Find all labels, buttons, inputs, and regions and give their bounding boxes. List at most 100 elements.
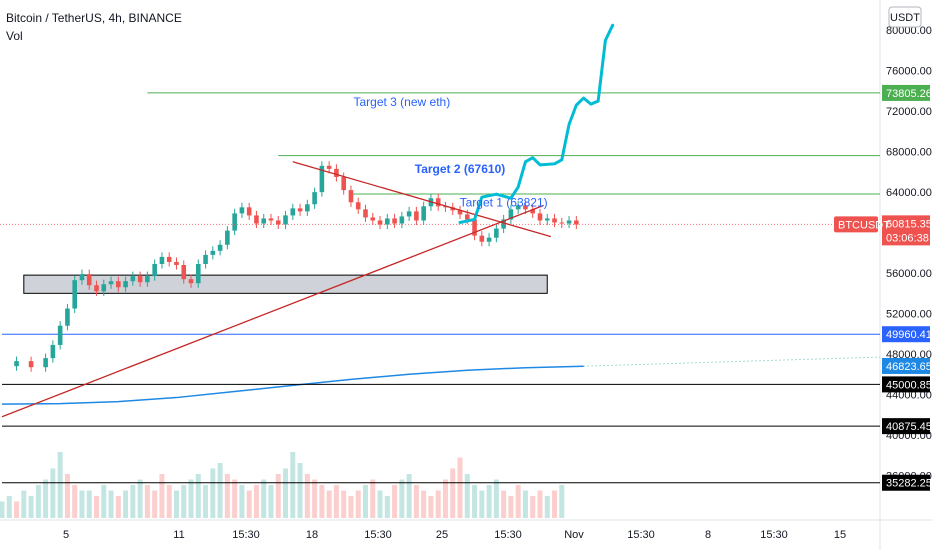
- candle-body: [574, 220, 579, 225]
- price-tick-label: 72000.00: [886, 106, 932, 118]
- volume-bar: [217, 463, 223, 518]
- volume-bar: [486, 485, 492, 518]
- volume-bar: [239, 485, 245, 518]
- price-tick-label: 52000.00: [886, 309, 932, 321]
- candle-body: [195, 263, 201, 284]
- volume-bar: [392, 485, 398, 518]
- candle: [43, 353, 48, 372]
- candle-body: [145, 276, 150, 283]
- time-tick-label: 15:30: [364, 529, 392, 541]
- volume-bar: [501, 490, 507, 518]
- time-tick-label: 15:30: [232, 529, 260, 541]
- volume-bar: [290, 452, 296, 518]
- candle-body: [188, 279, 194, 284]
- candle-body: [363, 209, 368, 218]
- candle: [392, 213, 397, 229]
- currency-button-label[interactable]: USDT: [890, 12, 920, 24]
- plot-background: [0, 0, 880, 520]
- candle: [494, 224, 499, 243]
- candle-body: [552, 218, 557, 223]
- volume-bar: [28, 496, 34, 518]
- candle: [72, 275, 77, 314]
- candle-body: [305, 204, 310, 212]
- volume-bar: [508, 496, 514, 518]
- currency-button[interactable]: USDT: [888, 6, 922, 28]
- currency-button-frame[interactable]: [888, 6, 922, 28]
- candle: [399, 211, 405, 229]
- time-axis[interactable]: 5 11 15:30 18 15:30 25 15:30 Nov 15:30 8 15:30 15: [63, 529, 846, 541]
- volume-bar: [72, 485, 78, 518]
- candle: [181, 260, 187, 284]
- candle-body: [443, 206, 448, 208]
- candle-body: [472, 219, 477, 236]
- candle-body: [108, 281, 114, 285]
- projection-path[interactable]: [458, 23, 615, 224]
- candle: [544, 213, 550, 226]
- volume-bar: [406, 474, 412, 518]
- volume-bar: [326, 490, 332, 518]
- volume-bar: [370, 479, 376, 518]
- volume-bar: [559, 485, 565, 518]
- volume-bar: [268, 485, 274, 518]
- volume-bar: [544, 496, 550, 518]
- candle: [159, 252, 165, 269]
- candle: [501, 214, 506, 234]
- candle-body: [537, 213, 543, 221]
- price-tick-label: 68000.00: [886, 147, 932, 159]
- moving-average-line[interactable]: [1, 365, 584, 405]
- candle-body: [530, 209, 536, 214]
- trendline[interactable]: [1, 204, 544, 418]
- volume-bar: [43, 479, 49, 518]
- candle: [574, 215, 579, 230]
- volume-bar: [108, 490, 114, 518]
- candle-body: [399, 216, 405, 224]
- volume-bar: [152, 490, 158, 518]
- volume-bar: [79, 490, 85, 518]
- symbol-tag[interactable]: BTCUSDT: [838, 219, 890, 231]
- volume-bar: [232, 479, 238, 518]
- volume-bar: [130, 485, 136, 518]
- target-annotation[interactable]: Target 1 (63821): [460, 195, 548, 209]
- volume-bar: [224, 474, 230, 518]
- level-price-badge: 73805.26: [886, 88, 932, 100]
- candle-body: [261, 218, 267, 224]
- volume-bar: [0, 501, 5, 518]
- volume-bar: [537, 490, 543, 518]
- candle-body: [523, 205, 528, 210]
- volume-bar: [137, 479, 143, 518]
- candle-body: [355, 202, 361, 210]
- target-annotation[interactable]: Target 3 (new eth): [353, 95, 450, 109]
- candle-body: [166, 256, 172, 262]
- level-price-badge-frame: [882, 84, 930, 101]
- volume-bar: [355, 490, 361, 518]
- candle: [94, 280, 99, 296]
- candle: [137, 271, 143, 287]
- candle: [559, 217, 565, 229]
- volume-bar: [35, 485, 41, 518]
- candle-body: [457, 210, 463, 215]
- volume-bar: [530, 496, 536, 518]
- last-price-badge: 60815.35: [886, 218, 932, 230]
- candle-body: [239, 207, 245, 214]
- volume-bar: [442, 479, 448, 518]
- price-axis[interactable]: 80000.00 76000.00 72000.00 68000.00 64000.00…: [834, 25, 932, 491]
- candle: [377, 215, 383, 230]
- candle-body: [559, 222, 565, 224]
- candle-body: [50, 344, 56, 359]
- candle: [319, 161, 325, 197]
- candle: [86, 269, 92, 290]
- volume-bar: [283, 468, 289, 518]
- candle-body: [152, 263, 157, 277]
- candle: [65, 303, 70, 331]
- candle: [363, 204, 368, 222]
- volume-bar: [203, 485, 209, 518]
- candle-body: [159, 256, 165, 264]
- volume-bar: [210, 468, 216, 518]
- level-price-badge-frame: [882, 474, 930, 491]
- volume-bar: [319, 485, 325, 518]
- level-price-badge: 45000.85: [886, 379, 932, 391]
- target-annotation[interactable]: Target 2 (67610): [415, 162, 506, 176]
- candle: [312, 187, 317, 209]
